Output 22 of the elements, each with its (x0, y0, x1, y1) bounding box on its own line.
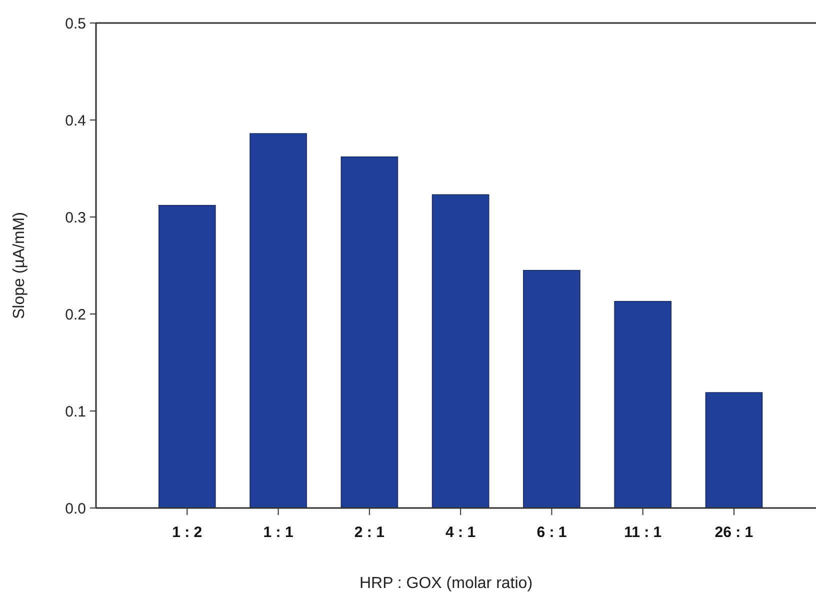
x-tick-label: 2 : 1 (354, 524, 384, 541)
y-tick-label: 0.3 (65, 209, 86, 226)
x-tick-label: 1 : 1 (263, 524, 294, 541)
bar (340, 156, 398, 508)
y-axis-title: Slope (µA/mM) (11, 212, 28, 320)
x-tick-label: 26 : 1 (714, 524, 754, 541)
bar (158, 204, 216, 508)
y-tick-label: 0.0 (65, 500, 86, 518)
x-tick-label: 4 : 1 (446, 524, 476, 541)
x-tick-label: 1 : 2 (172, 524, 202, 541)
y-tick-label: 0.4 (65, 112, 86, 130)
x-tick-label: 6 : 1 (536, 524, 567, 541)
y-tick-label: 0.1 (65, 403, 86, 420)
bar (705, 392, 763, 508)
y-tick-label: 0.5 (65, 15, 86, 32)
x-axis-title: HRP : GOX (molar ratio) (359, 575, 533, 592)
y-tick-label: 0.2 (65, 306, 86, 324)
x-tick-label: 11 : 1 (624, 524, 662, 541)
bar (250, 133, 307, 508)
bar (523, 270, 580, 508)
bar (614, 300, 672, 508)
bar (432, 194, 490, 508)
